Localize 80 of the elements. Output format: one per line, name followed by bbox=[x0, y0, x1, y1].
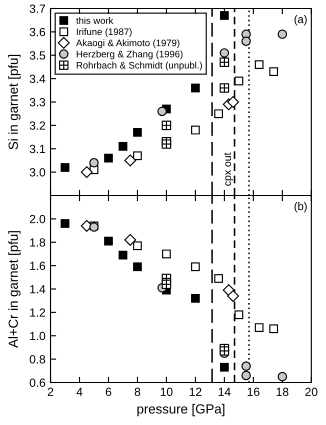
legend-label: Irifune (1987) bbox=[76, 28, 132, 37]
y-tick-label: 3.2 bbox=[30, 121, 46, 130]
ref-line-label: cpx out bbox=[224, 152, 234, 186]
point bbox=[220, 11, 229, 20]
legend-label: Rohrbach & Schmidt (unpubl.) bbox=[76, 62, 202, 70]
y-tick-label: 1.8 bbox=[30, 238, 46, 247]
y-tick-label: 3.6 bbox=[30, 28, 46, 36]
point bbox=[162, 280, 172, 290]
x-tick-label: 6 bbox=[106, 388, 112, 396]
point bbox=[118, 142, 128, 151]
y-tick-label: 0.6 bbox=[30, 378, 46, 387]
point bbox=[89, 158, 99, 168]
y-tick-label: 1.6 bbox=[30, 262, 46, 270]
point bbox=[269, 324, 278, 334]
point bbox=[157, 106, 167, 116]
point bbox=[124, 234, 136, 246]
point bbox=[118, 250, 128, 260]
point bbox=[269, 67, 278, 76]
y-tick-label: 3.5 bbox=[30, 51, 46, 60]
legend-label: Herzberg & Zhang (1996) bbox=[76, 50, 183, 60]
point bbox=[133, 151, 142, 160]
point bbox=[220, 48, 230, 58]
y-tick-label: 0.8 bbox=[30, 355, 46, 364]
x-tick-label: 18 bbox=[276, 388, 288, 396]
point bbox=[234, 76, 244, 86]
point bbox=[124, 154, 136, 166]
point bbox=[234, 310, 244, 320]
x-tick-label: 10 bbox=[160, 388, 173, 396]
x-tick-label: 14 bbox=[218, 388, 231, 396]
y-axis-title: Si in garnet [pfu] bbox=[8, 54, 21, 150]
point bbox=[241, 361, 251, 371]
point bbox=[133, 128, 142, 137]
y-tick-label: 3.1 bbox=[30, 144, 46, 154]
point bbox=[191, 262, 200, 272]
x-tick-label: 12 bbox=[190, 388, 202, 396]
point bbox=[133, 241, 142, 250]
point bbox=[162, 120, 172, 130]
x-tick-label: 8 bbox=[134, 388, 140, 396]
y-tick-label: 1.4 bbox=[30, 285, 46, 294]
x-axis-title: pressure [GPa] bbox=[137, 404, 224, 416]
x-tick-label: 4 bbox=[76, 388, 82, 396]
y-tick-label: 3.3 bbox=[30, 98, 46, 106]
point bbox=[241, 370, 251, 380]
point bbox=[133, 262, 142, 272]
y-tick-label: 3.4 bbox=[30, 74, 46, 84]
point bbox=[241, 36, 251, 46]
point bbox=[278, 372, 288, 382]
point bbox=[104, 236, 113, 246]
annotation: (a) bbox=[294, 15, 307, 26]
legend-label: Akaogi & Akimoto (1979) bbox=[76, 39, 180, 48]
point bbox=[227, 290, 240, 302]
point bbox=[60, 163, 70, 172]
x-tick-label: 2 bbox=[48, 388, 54, 396]
point bbox=[162, 250, 171, 258]
point bbox=[191, 294, 200, 303]
point bbox=[214, 274, 223, 283]
y-axis-title: Al+Cr in garnet [pfu] bbox=[8, 231, 21, 348]
y-tick-label: 1.2 bbox=[30, 308, 46, 317]
y-tick-label: 3.0 bbox=[30, 168, 46, 177]
point bbox=[227, 96, 240, 108]
point bbox=[162, 139, 172, 149]
x-tick-label: 16 bbox=[248, 388, 260, 396]
point bbox=[104, 154, 113, 162]
point bbox=[60, 219, 70, 228]
point bbox=[191, 84, 200, 92]
point bbox=[254, 60, 264, 69]
point bbox=[80, 166, 93, 178]
point bbox=[191, 126, 200, 134]
y-tick-label: 2.0 bbox=[30, 214, 46, 224]
point bbox=[220, 362, 229, 372]
y-tick-label: 1.0 bbox=[30, 332, 46, 340]
point bbox=[278, 29, 288, 39]
point bbox=[220, 346, 230, 356]
y-tick-label: 3.7 bbox=[30, 4, 46, 13]
annotation: (b) bbox=[294, 202, 307, 212]
point bbox=[214, 109, 223, 118]
point bbox=[254, 323, 264, 332]
legend-label: this work bbox=[76, 17, 114, 24]
x-tick-label: 20 bbox=[305, 388, 318, 396]
point bbox=[220, 58, 230, 67]
